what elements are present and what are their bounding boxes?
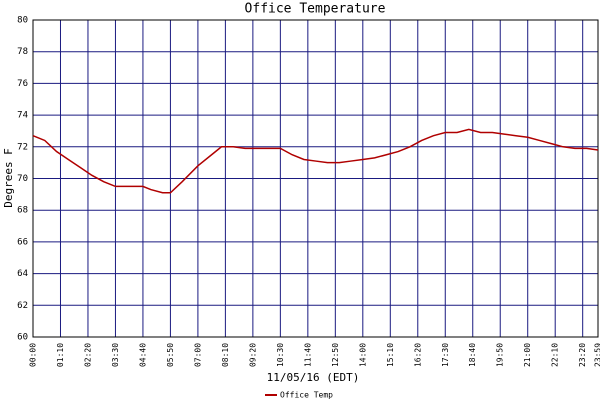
y-tick-label: 70 [17, 174, 28, 184]
x-tick-label: 12:50 [331, 343, 340, 367]
x-tick-label: 01:10 [56, 343, 65, 367]
plot-frame [32, 19, 599, 338]
x-tick-label: 04:40 [138, 343, 147, 367]
x-tick-label: 16:20 [413, 343, 422, 367]
x-tick-label: 02:20 [83, 343, 92, 367]
x-tick-label: 05:50 [166, 343, 175, 367]
x-tick-label: 17:30 [441, 343, 450, 367]
x-tick-label: 23:20 [578, 343, 587, 367]
x-tick-label: 09:20 [248, 343, 257, 367]
chart-title: Office Temperature [245, 2, 386, 17]
y-tick-label: 74 [17, 111, 28, 121]
x-tick-label: 23:59 [594, 343, 600, 367]
y-axis-label: Degrees F [2, 148, 15, 208]
y-tick-label: 80 [17, 16, 28, 26]
legend-label: Office Temp [280, 391, 333, 400]
x-tick-label: 08:10 [221, 343, 230, 367]
y-tick-label: 68 [17, 206, 28, 216]
x-tick-label: 22:10 [551, 343, 560, 367]
x-tick-label: 19:50 [496, 343, 505, 367]
y-tick-label: 64 [17, 269, 28, 279]
x-tick-label: 15:10 [386, 343, 395, 367]
x-tick-label: 07:00 [193, 343, 202, 367]
x-tick-label: 21:00 [523, 343, 532, 367]
x-tick-label: 14:00 [358, 343, 367, 367]
y-tick-label: 78 [17, 47, 28, 57]
x-tick-label: 18:40 [468, 343, 477, 367]
data-line [32, 128, 599, 194]
y-tick-label: 72 [17, 142, 28, 152]
x-tick-label: 03:30 [111, 343, 120, 367]
x-tick-label: 10:30 [276, 343, 285, 367]
x-axis-label: 11/05/16 (EDT) [267, 371, 360, 384]
y-tick-label: 62 [17, 301, 28, 311]
x-tick-label: 11:40 [303, 343, 312, 367]
y-tick-label: 66 [17, 237, 28, 247]
y-tick-label: 76 [17, 79, 28, 89]
y-tick-label: 60 [17, 333, 28, 343]
x-tick-label: 00:00 [29, 343, 38, 367]
